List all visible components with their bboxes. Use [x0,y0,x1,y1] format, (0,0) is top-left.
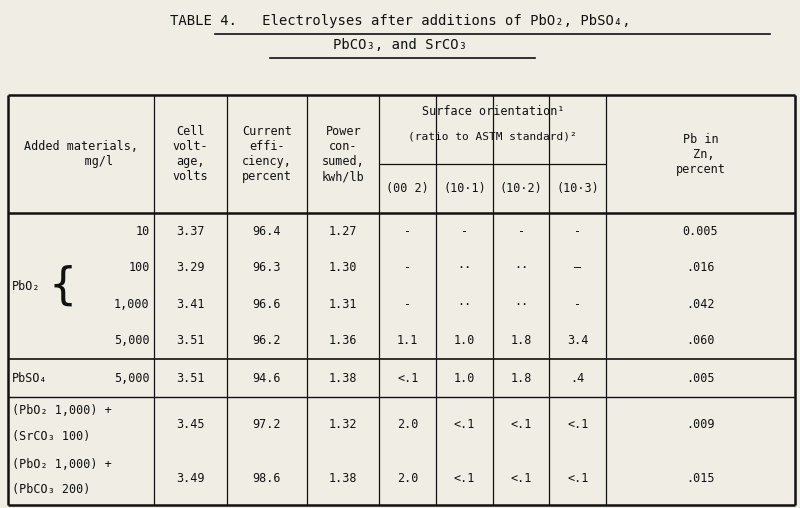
Text: 1.31: 1.31 [329,298,358,311]
Text: 2.0: 2.0 [397,471,418,485]
Text: 3.51: 3.51 [176,372,205,385]
Text: <.1: <.1 [567,471,589,485]
Text: -: - [574,298,582,311]
Text: (10·1): (10·1) [443,182,486,195]
Text: ··: ·· [458,262,471,274]
Text: -: - [574,225,582,238]
Text: 96.2: 96.2 [253,334,281,347]
Text: 5,000: 5,000 [114,372,150,385]
Text: 1.38: 1.38 [329,471,358,485]
Text: 3.45: 3.45 [176,418,205,431]
Text: 2.0: 2.0 [397,418,418,431]
Text: -: - [518,225,525,238]
Text: 10: 10 [135,225,150,238]
Text: 3.51: 3.51 [176,334,205,347]
Text: 1.32: 1.32 [329,418,358,431]
Text: (10·2): (10·2) [500,182,542,195]
Text: .016: .016 [686,262,715,274]
Text: 96.3: 96.3 [253,262,281,274]
Text: <.1: <.1 [567,418,589,431]
Text: .015: .015 [686,471,715,485]
Text: .060: .060 [686,334,715,347]
Text: .005: .005 [686,372,715,385]
Text: ··: ·· [458,298,471,311]
Text: 100: 100 [128,262,150,274]
Text: 3.37: 3.37 [176,225,205,238]
Text: (ratio to ASTM standard)²: (ratio to ASTM standard)² [409,132,577,141]
Text: 96.6: 96.6 [253,298,281,311]
Text: TABLE 4.   Electrolyses after additions of PbO₂, PbSO₄,: TABLE 4. Electrolyses after additions of… [170,14,630,28]
Text: Surface orientation¹: Surface orientation¹ [422,105,564,118]
Text: .009: .009 [686,418,715,431]
Text: .042: .042 [686,298,715,311]
Text: -: - [404,225,411,238]
Text: (PbO₂ 1,000) +: (PbO₂ 1,000) + [12,458,112,471]
Text: (PbO₂ 1,000) +: (PbO₂ 1,000) + [12,404,112,417]
Text: 94.6: 94.6 [253,372,281,385]
Text: 3.29: 3.29 [176,262,205,274]
Text: Power
con-
sumed,
kwh/lb: Power con- sumed, kwh/lb [322,125,365,183]
Text: 96.4: 96.4 [253,225,281,238]
Text: 1,000: 1,000 [114,298,150,311]
Text: 1.0: 1.0 [454,334,475,347]
Text: <.1: <.1 [510,471,532,485]
Text: 3.49: 3.49 [176,471,205,485]
Text: Pb in
 Zn,
percent: Pb in Zn, percent [676,133,726,176]
Text: <.1: <.1 [510,418,532,431]
Text: 1.8: 1.8 [510,334,532,347]
Text: Added materials,
     mg/l: Added materials, mg/l [24,140,138,168]
Text: (10·3): (10·3) [557,182,599,195]
Text: 1.27: 1.27 [329,225,358,238]
Text: (00 2): (00 2) [386,182,429,195]
Text: 1.1: 1.1 [397,334,418,347]
Text: PbO₂: PbO₂ [12,279,41,293]
Text: (SrCO₃ 100): (SrCO₃ 100) [12,430,90,442]
Text: 1.30: 1.30 [329,262,358,274]
Text: -: - [404,262,411,274]
Text: 98.6: 98.6 [253,471,281,485]
Text: ··: ·· [514,298,528,311]
Text: 1.38: 1.38 [329,372,358,385]
Text: 5,000: 5,000 [114,334,150,347]
Text: Current
effi-
ciency,
percent: Current effi- ciency, percent [242,125,292,183]
Text: Cell
volt-
age,
volts: Cell volt- age, volts [172,125,208,183]
Text: <.1: <.1 [454,471,475,485]
Text: PbSO₄: PbSO₄ [12,372,48,385]
Text: -: - [461,225,468,238]
Text: 1.0: 1.0 [454,372,475,385]
Text: 0.005: 0.005 [682,225,718,238]
Text: PbCO₃, and SrCO₃: PbCO₃, and SrCO₃ [333,38,467,52]
Text: 3.4: 3.4 [567,334,589,347]
Text: .4: .4 [570,372,585,385]
Text: 97.2: 97.2 [253,418,281,431]
Text: –: – [574,262,582,274]
Text: <.1: <.1 [397,372,418,385]
Text: ··: ·· [514,262,528,274]
Text: 3.41: 3.41 [176,298,205,311]
Text: {: { [49,265,77,308]
Text: (PbCO₃ 200): (PbCO₃ 200) [12,484,90,496]
Text: -: - [404,298,411,311]
Text: <.1: <.1 [454,418,475,431]
Text: 1.36: 1.36 [329,334,358,347]
Text: 1.8: 1.8 [510,372,532,385]
